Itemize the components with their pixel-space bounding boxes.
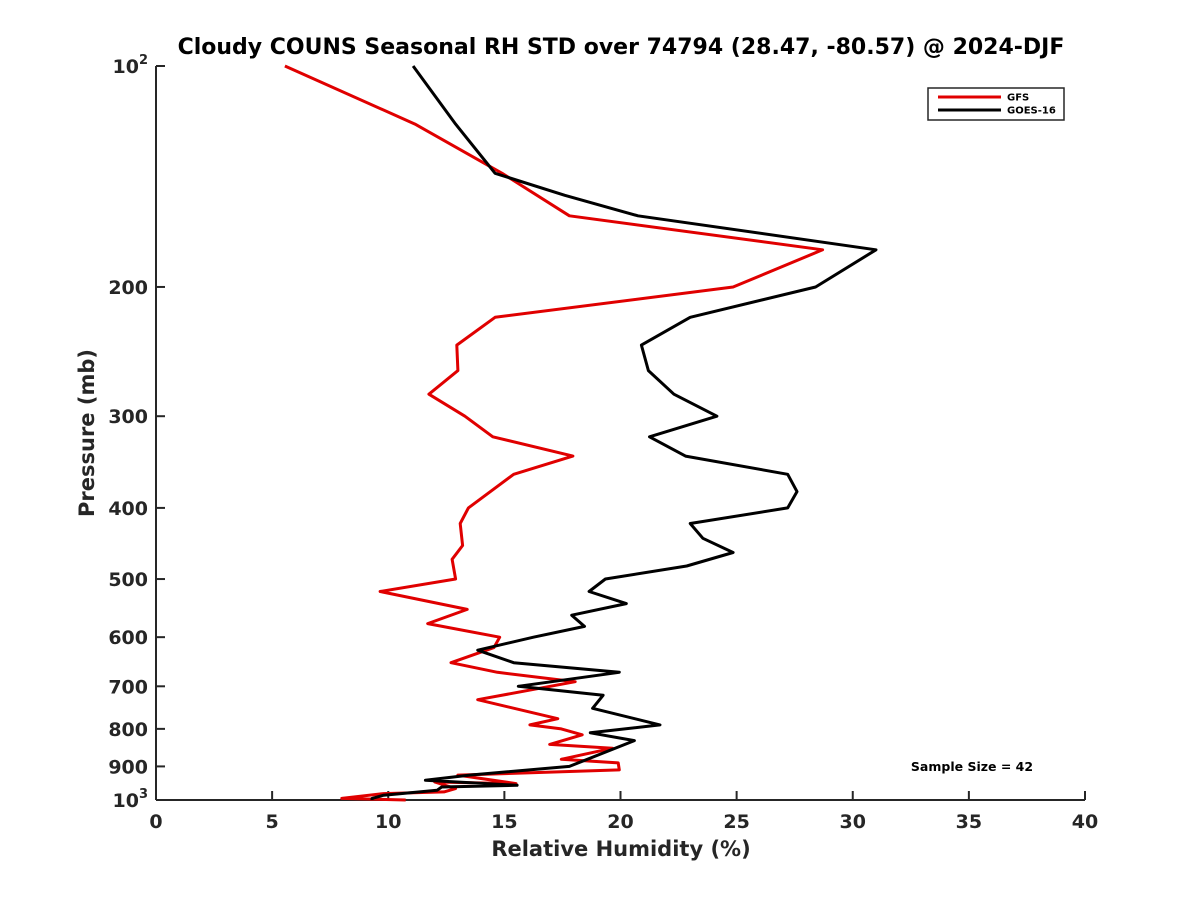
legend-box [927,87,1065,121]
x-tick-label: 40 [1072,811,1098,833]
x-tick-label: 20 [607,811,633,833]
x-tick-label: 10 [375,811,401,833]
y-tick-label: 102 [113,53,149,78]
y-tick-label: 300 [108,406,148,428]
legend-label: GOES-16 [1007,106,1056,117]
y-tick-label: 900 [108,756,148,778]
y-tick-label: 500 [108,569,148,591]
y-tick-label: 103 [113,787,149,812]
y-tick-label: 600 [108,627,148,649]
y-tick-label: 800 [108,719,148,741]
x-tick-label: 30 [840,811,866,833]
x-tick-label: 35 [956,811,982,833]
series-line-gfs [284,64,825,802]
x-tick-label: 15 [491,811,517,833]
legend-label: GFS [1007,93,1029,104]
y-tick-label: 400 [108,498,148,520]
sample-size-annotation: Sample Size = 42 [911,759,1033,774]
x-tick-label: 0 [149,811,162,833]
series-line-goes-16 [370,65,878,800]
x-tick-label: 5 [266,811,279,833]
chart-title: Cloudy COUNS Seasonal RH STD over 74794 … [178,35,1065,60]
x-axis-label: Relative Humidity (%) [491,837,750,861]
series-group [284,64,878,802]
x-tick-label: 25 [723,811,749,833]
axes: 0 5 10 15 20 25 30 35 40 102 200 300 400 500 600 700 800… [108,53,1098,833]
legend: GFS GOES-16 [927,87,1065,121]
y-axis-label: Pressure (mb) [75,349,99,517]
y-tick-label: 700 [108,676,148,698]
y-tick-label: 200 [108,277,148,299]
